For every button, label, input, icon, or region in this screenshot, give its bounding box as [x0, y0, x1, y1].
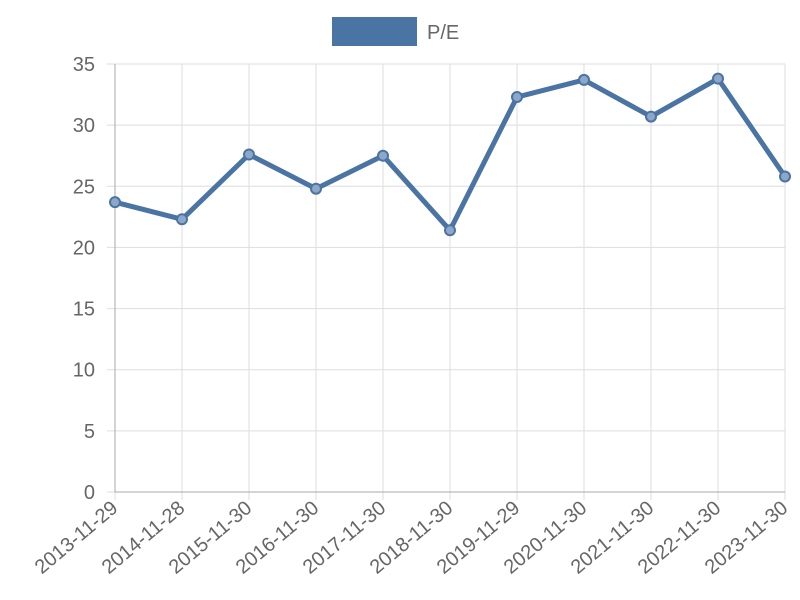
y-tick-label: 35 [73, 54, 95, 76]
data-point [377, 149, 389, 162]
data-point [779, 170, 791, 183]
y-tick-label: 5 [84, 421, 95, 443]
legend-swatch [332, 17, 417, 46]
data-point [712, 72, 724, 85]
y-tick-label: 0 [84, 482, 95, 504]
data-point [243, 148, 255, 161]
y-tick-label: 20 [73, 237, 95, 259]
legend-label: P/E [427, 22, 459, 44]
y-tick-label: 10 [73, 360, 95, 382]
data-point [109, 196, 121, 209]
data-point [578, 73, 590, 86]
data-point [444, 224, 456, 237]
y-tick-label: 15 [73, 299, 95, 321]
data-point [511, 91, 523, 104]
y-tick-label: 25 [73, 176, 95, 198]
data-point [310, 182, 322, 195]
data-point [176, 213, 188, 226]
y-tick-label: 30 [73, 115, 95, 137]
data-point [645, 110, 657, 123]
